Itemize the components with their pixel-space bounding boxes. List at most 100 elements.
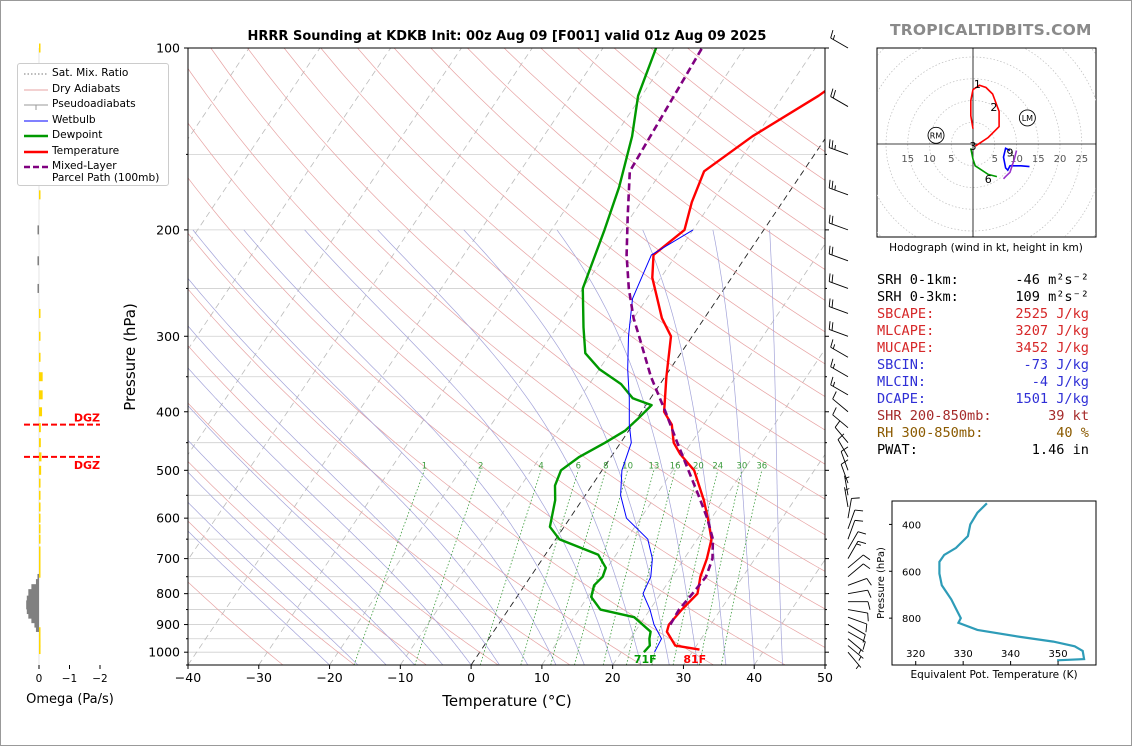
omega-bar <box>39 331 41 341</box>
legend-entry-label: Temperature <box>52 144 120 157</box>
omega-bar <box>39 534 41 544</box>
wind-barb <box>847 638 864 654</box>
dry-adiabat <box>188 345 571 665</box>
index-label: MLCIN: <box>877 374 927 390</box>
mixing-ratio-line <box>520 470 579 665</box>
y-tick-label: 1000 <box>148 645 180 660</box>
moist-adiabat <box>188 325 500 665</box>
mixing-ratio-line <box>414 470 482 665</box>
wind-barb-staff <box>837 439 849 458</box>
mixing-ratio-label: 6 <box>576 461 581 471</box>
mixing-ratio-label: 4 <box>538 461 543 471</box>
mixing-ratio-line <box>672 470 719 665</box>
theta-e-y-label: Pressure (hPa) <box>876 547 887 619</box>
wind-barb-staff <box>830 96 849 107</box>
mixing-ratio-label: 13 <box>648 461 659 471</box>
y-tick-label: 600 <box>156 511 180 526</box>
wind-barb <box>830 376 849 396</box>
omega-bar <box>28 609 39 619</box>
omega-bar <box>39 308 41 318</box>
omega-bar <box>39 557 41 567</box>
y-tick-label: 400 <box>156 404 180 419</box>
index-label: SRH 0-1km: <box>877 272 959 288</box>
wind-barb-half-flag <box>858 656 862 661</box>
wind-barb <box>832 407 849 429</box>
mixing-ratio-line <box>651 470 699 665</box>
wind-barb <box>844 487 850 508</box>
omega-bar <box>39 478 41 488</box>
wind-barb <box>830 88 849 107</box>
legend-entry: Temperature <box>18 145 168 160</box>
omega-bar <box>39 632 41 642</box>
wind-barb-flag <box>831 215 834 225</box>
isotherm-line <box>541 243 825 665</box>
omega-bar <box>39 190 41 200</box>
x-tick-label: 20 <box>605 670 621 685</box>
parcel-path-line <box>625 48 715 626</box>
dry-adiabat <box>188 402 499 665</box>
wind-barb <box>840 446 849 471</box>
lm-marker-label: LM <box>1022 114 1033 123</box>
skewt-frame <box>187 47 826 666</box>
wind-barb <box>828 214 849 231</box>
wind-barb-staff <box>830 384 849 396</box>
wind-barb-flag <box>867 612 869 622</box>
legend-entry-label: Wetbulb <box>52 113 96 126</box>
wind-barb-flag <box>840 459 849 465</box>
dry-adiabat <box>247 48 825 536</box>
mixing-ratio-line <box>699 470 743 665</box>
y-tick-label: 500 <box>156 463 180 478</box>
wind-barb-staff <box>830 366 849 378</box>
wind-barb <box>847 540 867 559</box>
hodograph-ring-label: 15 <box>1032 154 1045 165</box>
theta-e-x-tick-label: 340 <box>1001 649 1020 660</box>
wind-barb-half-flag <box>844 476 850 479</box>
brand-watermark: TROPICALTIDBITS.COM <box>890 21 1092 39</box>
dry-adiabat <box>503 48 825 301</box>
legend-entry: Dewpoint <box>18 129 168 144</box>
legend-entry-label: Dewpoint <box>52 129 103 141</box>
omega-bar <box>37 283 39 293</box>
x-tick-label: −30 <box>246 670 272 685</box>
dry-adiabat <box>188 460 427 665</box>
omega-tick-label: −2 <box>92 673 107 685</box>
rm-marker <box>927 126 945 144</box>
wind-barb-staff <box>829 187 849 196</box>
mixing-ratio-label: 36 <box>756 461 767 471</box>
mixing-ratio-line <box>574 470 628 665</box>
dry-adiabat <box>320 48 825 465</box>
theta-e-y-tick-label: 600 <box>902 567 921 578</box>
theta-e-y-tick-label: 400 <box>902 520 921 531</box>
dry-adiabat <box>188 232 714 665</box>
wind-barb-staff <box>829 329 849 337</box>
wind-barb <box>847 651 862 670</box>
moist-adiabat <box>188 501 359 665</box>
legend-entry-label: Parcel Path (100mb) <box>52 172 160 184</box>
wind-barb-flag <box>831 299 834 308</box>
index-value: -46 m²s⁻² <box>1015 272 1089 288</box>
mixing-ratio-line <box>721 470 763 665</box>
hodograph-plot: 15 10 5 5 10 15 20 25 12 3 9 6 RM LM <box>877 48 1096 237</box>
wind-barb <box>828 298 849 314</box>
omega-bar <box>39 645 41 655</box>
index-value: 40 % <box>1056 425 1089 441</box>
temperature-line <box>651 89 825 651</box>
theta-e-y-tick-label: 800 <box>902 614 921 625</box>
wind-barb <box>840 459 849 484</box>
wind-barb-half-flag <box>832 381 836 387</box>
wind-barb <box>844 475 850 496</box>
wind-barb-flag <box>830 358 834 367</box>
index-label: SBCAPE: <box>877 306 935 322</box>
y-tick-label: 900 <box>156 617 180 632</box>
omega-bar <box>39 524 41 534</box>
wind-barb-flag <box>828 179 831 189</box>
legend-entry-label: Sat. Mix. Ratio <box>52 67 129 79</box>
lm-marker <box>1018 109 1036 127</box>
x-tick-label: −40 <box>175 670 201 685</box>
wind-barb-half-flag <box>856 543 862 546</box>
index-row: SHR 200-850mb: 39 kt <box>877 408 1117 425</box>
hodograph-height-label: 9 <box>1006 147 1013 160</box>
wind-barb-staff <box>847 589 868 595</box>
